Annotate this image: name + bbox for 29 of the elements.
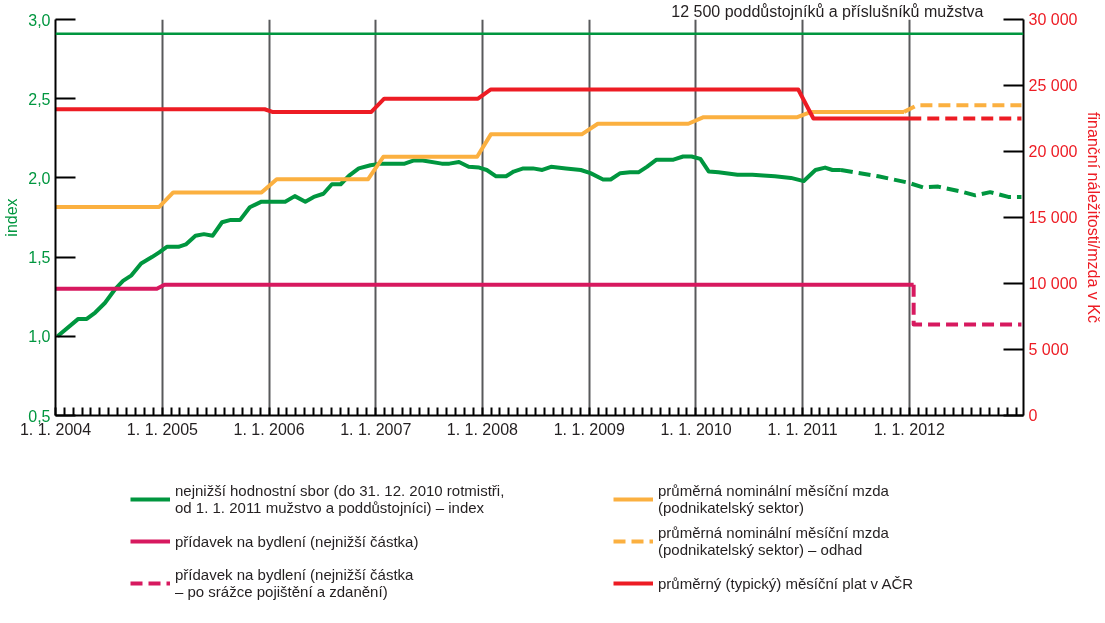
y2-tick-label: 30 000	[1028, 11, 1078, 28]
y2-tick-label: 15 000	[1028, 209, 1078, 226]
y2-tick-label: 0	[1028, 407, 1038, 424]
x-tick-label: 1. 1. 2005	[126, 420, 199, 438]
x-tick-label: 1. 1. 2011	[767, 420, 838, 438]
x-tick-label: 1. 1. 2012	[873, 420, 945, 438]
y-axis-title: index	[3, 198, 21, 237]
y-tick-label: 1,0	[28, 328, 51, 346]
legend-label: průměrná nominální měsíční mzda (podnikatelský sektor) – odhad	[658, 524, 890, 558]
y-tick-label: 3,0	[28, 11, 51, 29]
y-tick-label: 1,5	[28, 249, 51, 267]
x-tick-label: 1. 1. 2007	[340, 420, 412, 438]
y2-tick-label: 25 000	[1028, 77, 1078, 94]
legend-label: přídavek na bydlení (nejnižší částka – po srážce pojištění a zdanění)	[175, 566, 415, 600]
legend-label: přídavek na bydlení (nejnižší částka)	[175, 531, 420, 552]
y-tick-label: 2,0	[28, 169, 51, 187]
x-tick-label: 1. 1. 2010	[660, 420, 732, 438]
y2-axis-title: finanční náležitosti/mzda v Kč	[1085, 112, 1103, 323]
y2-tick-label: 10 000	[1028, 275, 1078, 292]
ref-line-label: 12 500 poddůstojníků a příslušníků mužstva	[671, 2, 984, 20]
x-tick-label: 1. 1. 2009	[553, 420, 625, 438]
y2-tick-label: 20 000	[1028, 143, 1078, 160]
y2-tick-label: 5 000	[1028, 341, 1069, 358]
legend-label: průměrná nominální měsíční mzda (podnikatelský sektor)	[658, 482, 890, 516]
legend-label: průměrný (typický) měsíční plat v AČR	[658, 573, 915, 594]
x-tick-label: 1. 1. 2008	[446, 420, 519, 438]
y-tick-label: 2,5	[28, 90, 51, 108]
legend-label: nejnižší hodnostní sbor (do 31. 12. 2010 rotmistři, od 1. 1. 2011 mužstvo a poddůstojníci) – index	[175, 482, 506, 516]
x-tick-label: 1. 1. 2006	[233, 420, 305, 438]
